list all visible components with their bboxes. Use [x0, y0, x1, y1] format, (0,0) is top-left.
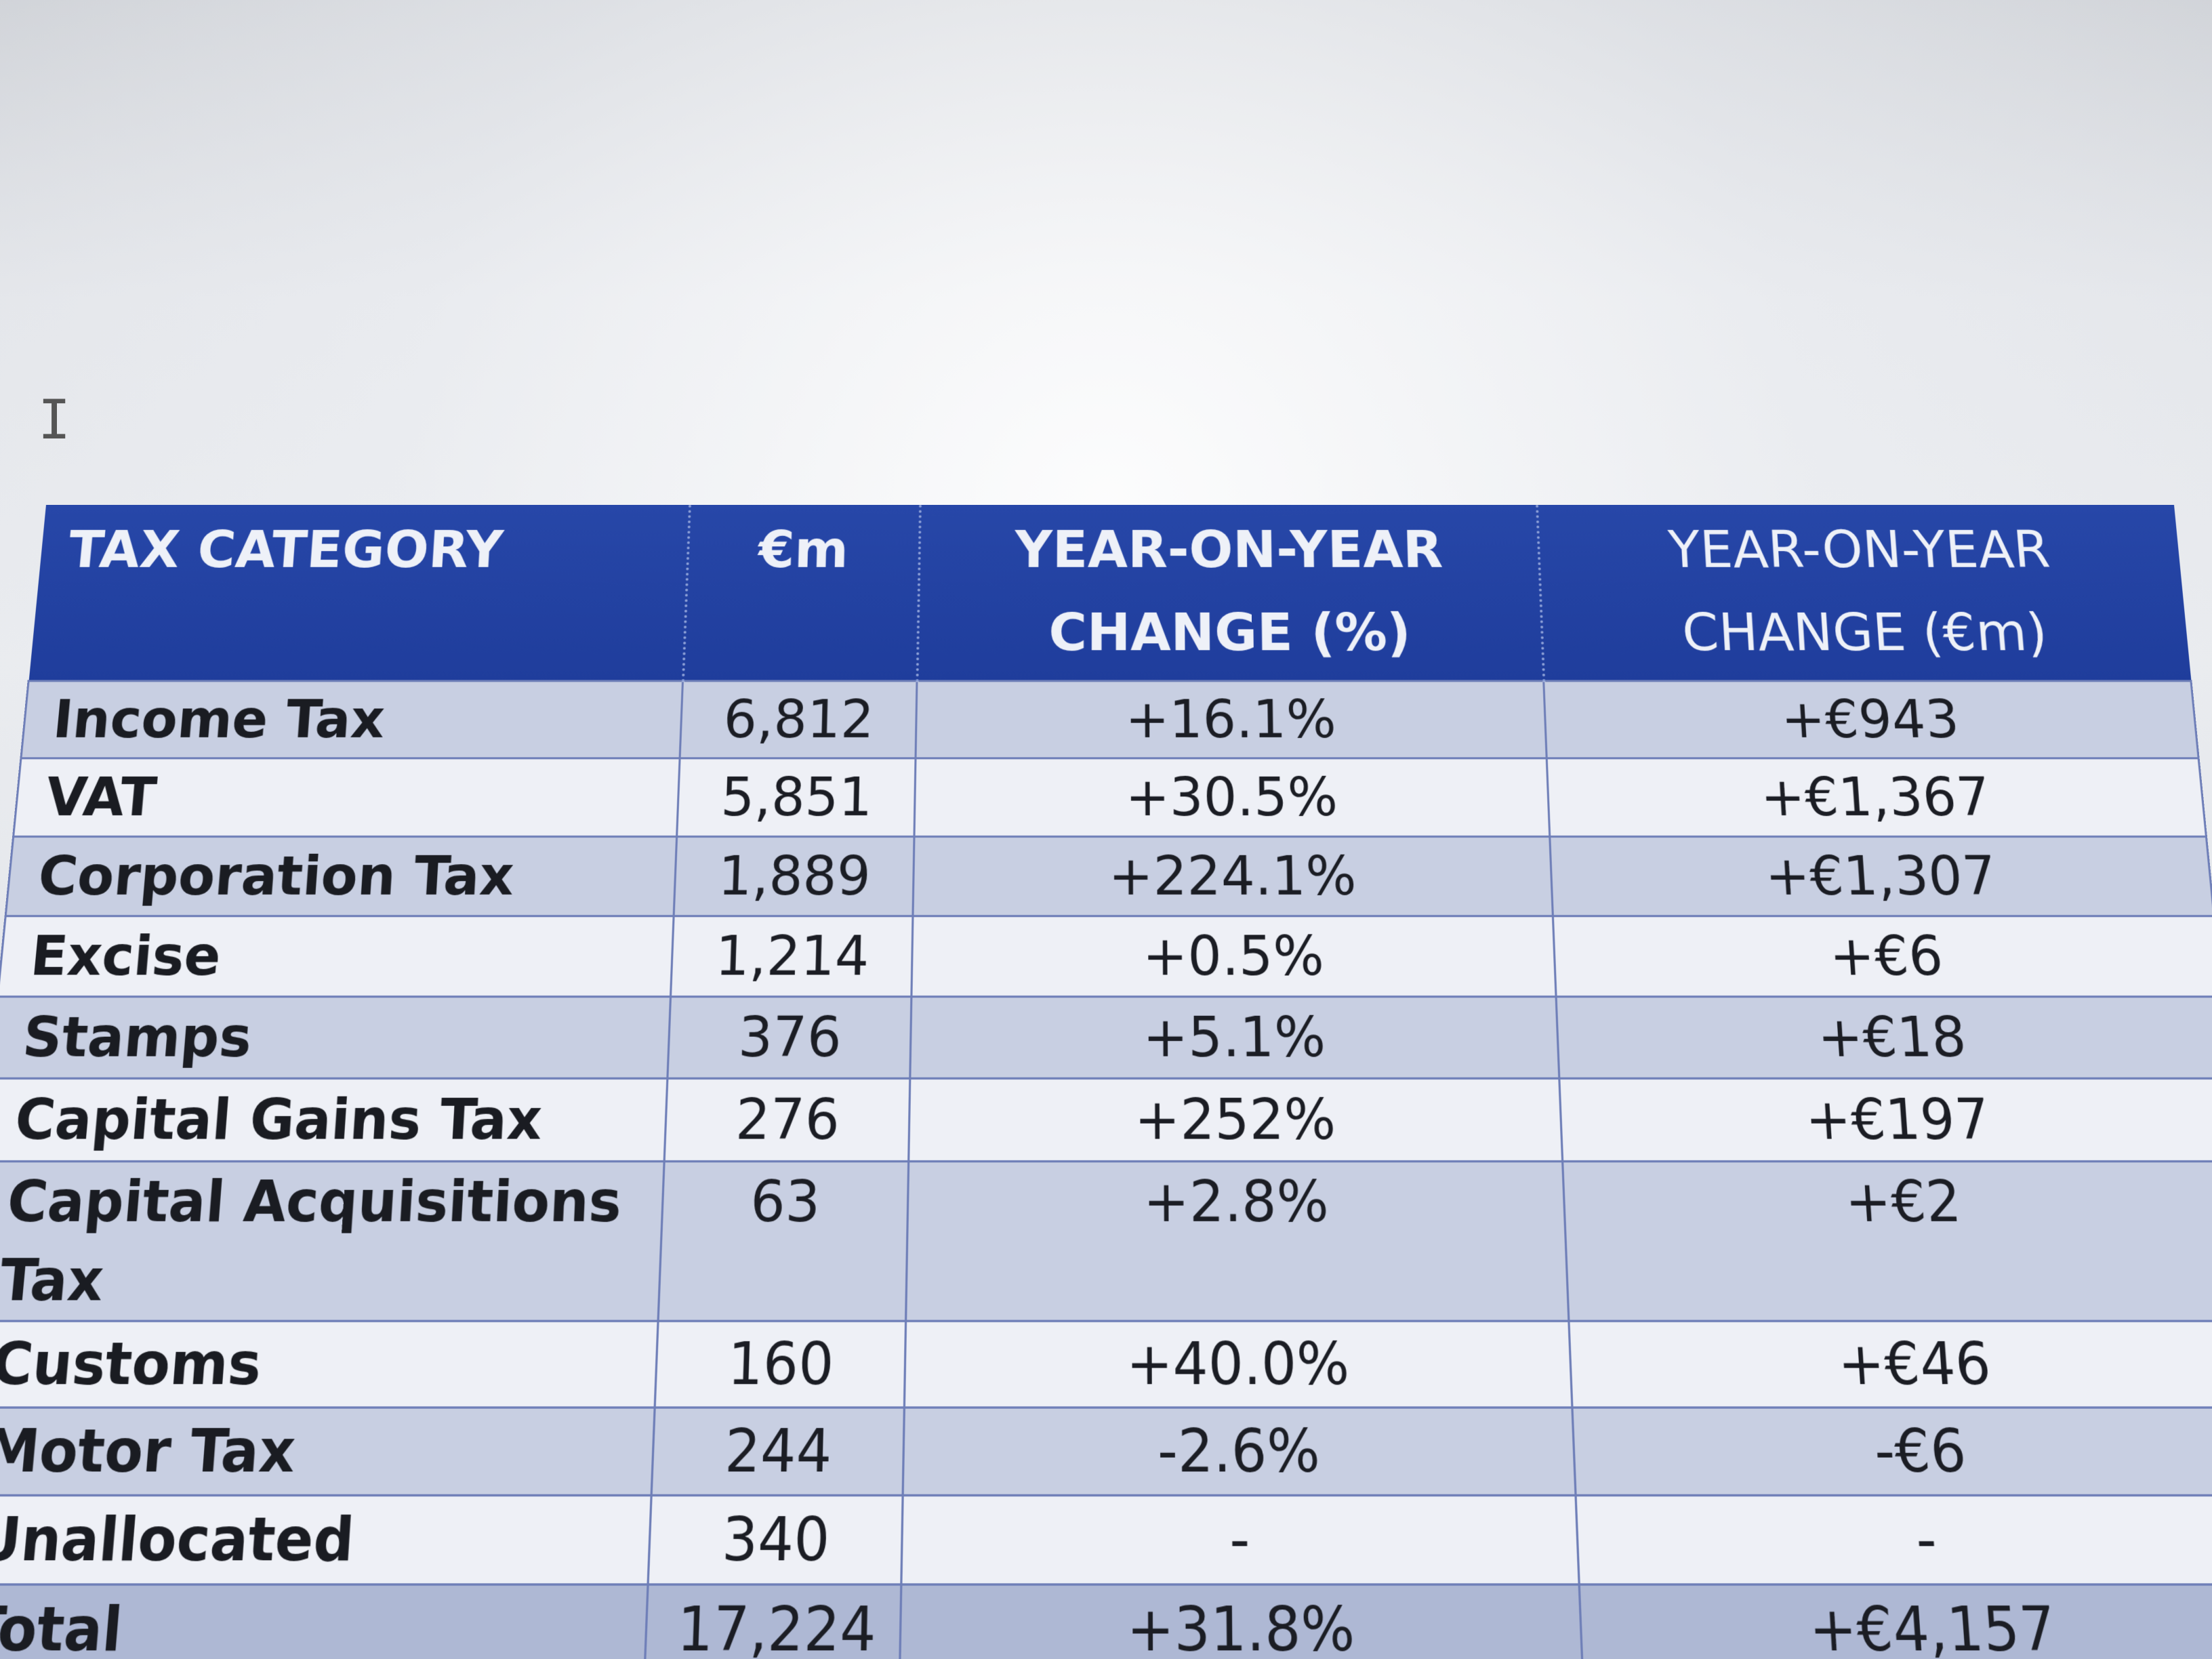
cell-yoy-euro: +€6 [1553, 916, 2212, 997]
cell-category: Stamps [0, 997, 671, 1079]
cell-category: Income Tax [21, 681, 683, 758]
cell-amount: 5,851 [677, 758, 916, 837]
table-row: Capital Acquisitions Tax 63 +2.8% +€2 [0, 1162, 2212, 1322]
header-yoy-percent: YEAR-ON-YEAR CHANGE (%) [917, 505, 1544, 681]
cell-yoy-euro: +€4,157 [1579, 1584, 2212, 1659]
table-row: Customs 160 +40.0% +€46 [0, 1321, 2212, 1408]
table-row: Income Tax 6,812 +16.1% +€943 [21, 681, 2198, 758]
cell-amount: 1,889 [674, 836, 914, 916]
header-yoy-euro: YEAR-ON-YEAR CHANGE (€m) [1537, 505, 2191, 681]
cell-category: Corporation Tax [5, 836, 676, 916]
table-row: Unallocated 340 - - [0, 1496, 2212, 1585]
cell-yoy-euro: +€2 [1563, 1162, 2212, 1322]
cell-amount: 6,812 [680, 681, 917, 758]
cell-yoy-percent: +31.8% [900, 1584, 1583, 1659]
tax-revenue-table: TAX CATEGORY €m YEAR-ON-YEAR CHANGE (%) … [0, 505, 2212, 1659]
cell-amount: 160 [655, 1321, 905, 1408]
cell-amount: 244 [651, 1408, 904, 1496]
table-row: Motor Tax 244 -2.6% -€6 [0, 1408, 2212, 1496]
tax-table-container: TAX CATEGORY €m YEAR-ON-YEAR CHANGE (%) … [0, 505, 2212, 1659]
table-row: Stamps 376 +5.1% +€18 [0, 997, 2212, 1079]
cell-yoy-percent: +30.5% [914, 758, 1550, 837]
cell-yoy-euro: +€197 [1559, 1078, 2212, 1161]
table-row-total: Total 17,224 +31.8% +€4,157 [0, 1584, 2212, 1659]
cell-amount: 1,214 [671, 916, 913, 997]
table-header-row: TAX CATEGORY €m YEAR-ON-YEAR CHANGE (%) … [28, 505, 2191, 681]
cell-yoy-percent: +16.1% [916, 681, 1547, 758]
cell-yoy-euro: +€1,367 [1547, 758, 2206, 837]
cell-amount: 63 [658, 1162, 909, 1322]
cell-yoy-euro: - [1576, 1496, 2212, 1585]
cell-yoy-percent: +252% [909, 1078, 1563, 1161]
header-amount: €m [682, 505, 920, 681]
cell-yoy-percent: - [901, 1496, 1579, 1585]
cell-category: Customs [0, 1321, 658, 1408]
cell-yoy-euro: -€6 [1572, 1408, 2212, 1496]
text-cursor-icon: I [38, 393, 70, 447]
cell-category: Capital Gains Tax [0, 1078, 668, 1161]
table-row: Corporation Tax 1,889 +224.1% +€1,307 [5, 836, 2212, 916]
cell-yoy-percent: +2.8% [906, 1162, 1569, 1322]
cell-category: Unallocated [0, 1496, 651, 1585]
cell-category: Total [0, 1584, 648, 1659]
cell-category: VAT [14, 758, 680, 837]
cell-yoy-percent: +5.1% [910, 997, 1559, 1079]
table-row: Excise 1,214 +0.5% +€6 [0, 916, 2212, 997]
cell-yoy-euro: +€46 [1569, 1321, 2212, 1408]
cell-yoy-euro: +€1,307 [1550, 836, 2212, 916]
cell-category: Motor Tax [0, 1408, 655, 1496]
cell-amount: 17,224 [644, 1584, 901, 1659]
header-tax-category: TAX CATEGORY [28, 505, 689, 681]
cell-category: Excise [0, 916, 674, 997]
cell-yoy-percent: +40.0% [904, 1321, 1572, 1408]
cell-yoy-percent: -2.6% [903, 1408, 1576, 1496]
cell-yoy-percent: +224.1% [913, 836, 1553, 916]
cell-category: Capital Acquisitions Tax [0, 1162, 664, 1322]
cell-amount: 276 [664, 1078, 910, 1161]
cell-yoy-euro: +€18 [1556, 997, 2212, 1079]
table-row: Capital Gains Tax 276 +252% +€197 [0, 1078, 2212, 1161]
cell-yoy-percent: +0.5% [912, 916, 1556, 997]
cell-amount: 376 [668, 997, 912, 1079]
cell-yoy-euro: +€943 [1544, 681, 2198, 758]
table-row: VAT 5,851 +30.5% +€1,367 [14, 758, 2207, 837]
cell-amount: 340 [648, 1496, 903, 1585]
